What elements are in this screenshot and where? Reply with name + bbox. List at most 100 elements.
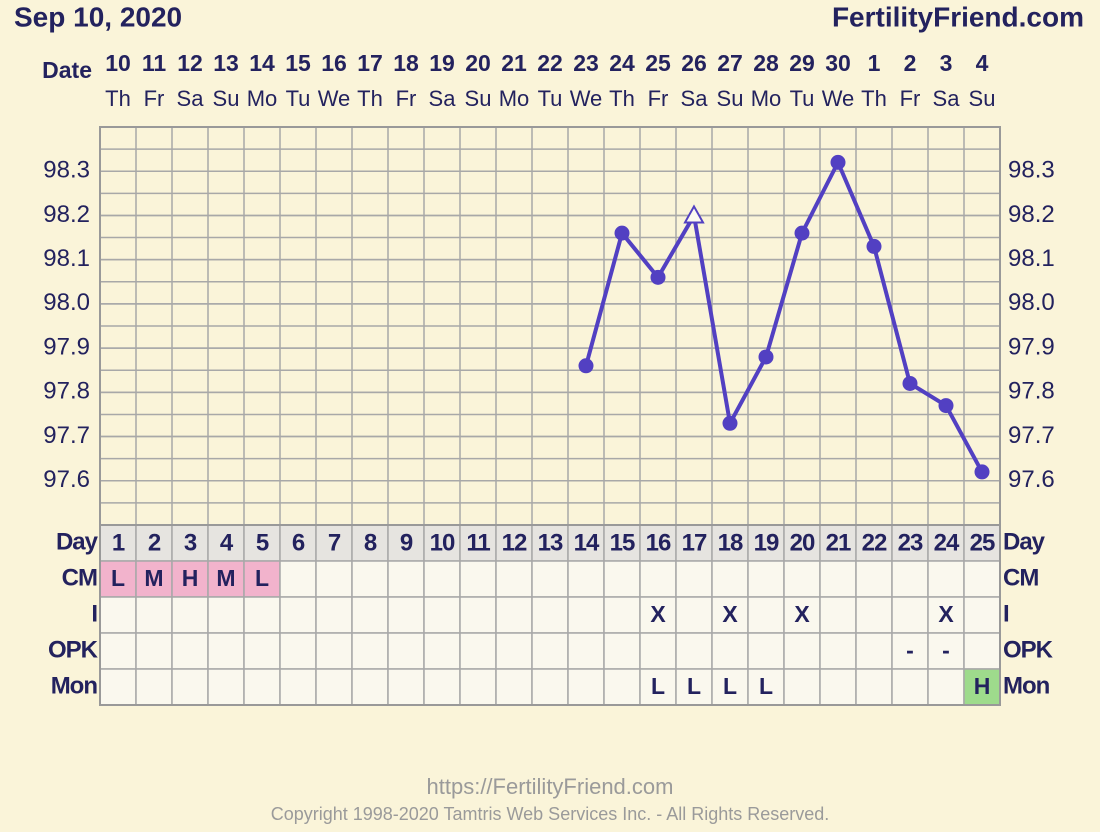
table-cell xyxy=(351,668,389,706)
table-cell xyxy=(495,596,533,634)
row-label-right: Mon xyxy=(1003,672,1050,699)
table-cell xyxy=(675,632,713,670)
day-cell xyxy=(603,524,641,562)
x-tick-label: 11 xyxy=(142,50,167,76)
table-cell xyxy=(351,632,389,670)
row-label-right: CM xyxy=(1003,564,1038,591)
table-cell xyxy=(279,668,317,706)
cell-value: H xyxy=(182,565,199,591)
cell-value: L xyxy=(759,673,773,699)
table-cell xyxy=(567,560,605,598)
table-cell xyxy=(171,632,209,670)
table-cell xyxy=(207,668,245,706)
weekday-label: We xyxy=(822,86,855,111)
table-cell xyxy=(855,668,893,706)
cell-value: H xyxy=(974,673,991,699)
row-label-right: OPK xyxy=(1003,636,1054,663)
day-number: 3 xyxy=(184,529,197,556)
day-number: 23 xyxy=(898,529,923,556)
table-cell xyxy=(819,560,857,598)
table-cell xyxy=(603,560,641,598)
point xyxy=(758,349,774,365)
x-tick-label: 21 xyxy=(501,50,527,76)
day-number: 21 xyxy=(826,529,851,556)
weekday-label: We xyxy=(318,86,351,111)
cell-value: M xyxy=(144,565,163,591)
footer-url: https://FertilityFriend.com xyxy=(427,774,674,799)
table-cell xyxy=(135,668,173,706)
x-tick-label: 28 xyxy=(753,50,779,76)
table-cell xyxy=(531,596,569,634)
x-tick-label: 12 xyxy=(177,50,203,76)
y-tick-label: 98.0 xyxy=(43,289,90,316)
day-number: 8 xyxy=(364,529,377,556)
chart-title: Sep 10, 2020 xyxy=(14,1,182,32)
table-cell xyxy=(567,668,605,706)
table-cell xyxy=(963,668,1001,706)
cell-value: L xyxy=(111,565,125,591)
weekday-label: Th xyxy=(357,86,383,111)
table-cell xyxy=(711,560,749,598)
table-cell xyxy=(423,632,461,670)
x-tick-label: 2 xyxy=(904,50,917,76)
weekday-label: Mo xyxy=(499,86,530,111)
y-tick-label: 97.8 xyxy=(43,378,90,405)
table-cell xyxy=(783,632,821,670)
day-number: 6 xyxy=(292,529,305,556)
table-cell xyxy=(819,632,857,670)
table-cell xyxy=(171,668,209,706)
day-row-label-right: Day xyxy=(1003,528,1046,555)
point xyxy=(578,358,594,374)
table-cell xyxy=(783,668,821,706)
table-cell xyxy=(855,560,893,598)
weekday-label: Su xyxy=(717,86,744,111)
table-cell xyxy=(171,596,209,634)
row-label: OPK xyxy=(48,636,99,663)
weekday-label: Sa xyxy=(429,86,457,111)
weekday-label: Mo xyxy=(247,86,278,111)
weekday-label: Fr xyxy=(648,86,669,111)
table-cell xyxy=(675,560,713,598)
cell-value: X xyxy=(938,601,954,627)
table-cell xyxy=(747,632,785,670)
day-number: 20 xyxy=(790,529,815,556)
table-cell xyxy=(711,596,749,634)
row-label: Mon xyxy=(51,672,98,699)
y2-tick-label: 98.3 xyxy=(1008,157,1055,184)
day-number: 22 xyxy=(862,529,887,556)
point xyxy=(830,154,846,170)
y-tick-label: 97.7 xyxy=(43,422,90,449)
table-cell xyxy=(711,632,749,670)
table-cell xyxy=(243,596,281,634)
weekday-label: Sa xyxy=(681,86,709,111)
x-tick-label: 24 xyxy=(609,50,635,76)
table-cell xyxy=(99,668,137,706)
day-number: 14 xyxy=(574,529,600,556)
table-cell xyxy=(423,668,461,706)
table-cell xyxy=(819,668,857,706)
table-cell xyxy=(279,560,317,598)
point xyxy=(794,225,810,241)
weekday-label: Su xyxy=(969,86,996,111)
weekday-label: Th xyxy=(105,86,131,111)
table-cell xyxy=(963,560,1001,598)
day-number: 2 xyxy=(148,529,161,556)
table-cell xyxy=(963,596,1001,634)
table-cell xyxy=(351,596,389,634)
x-tick-label: 22 xyxy=(537,50,563,76)
row-label: CM xyxy=(62,564,97,591)
x-tick-label: 25 xyxy=(645,50,671,76)
table-cell xyxy=(387,668,425,706)
brand: FertilityFriend.com xyxy=(832,1,1084,32)
table-cell xyxy=(99,632,137,670)
table-cell xyxy=(891,668,929,706)
day-number: 15 xyxy=(610,529,635,556)
table-cell xyxy=(351,560,389,598)
table-cell xyxy=(459,596,497,634)
table-cell xyxy=(459,668,497,706)
table-cell xyxy=(927,596,965,634)
day-number: 25 xyxy=(970,529,995,556)
cell-value: M xyxy=(216,565,235,591)
table-cell xyxy=(495,632,533,670)
